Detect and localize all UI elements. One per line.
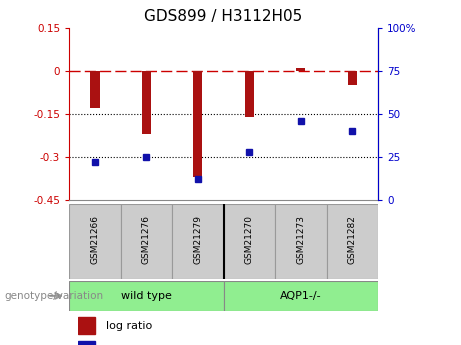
Text: wild type: wild type (121, 291, 172, 301)
Bar (224, 281, 378, 310)
Text: GSM21266: GSM21266 (90, 216, 100, 265)
Bar (224, 204, 275, 279)
Bar (348, 71, 357, 85)
Text: GSM21276: GSM21276 (142, 216, 151, 265)
Bar (121, 204, 172, 279)
Text: genotype/variation: genotype/variation (5, 291, 104, 301)
Bar (69, 281, 224, 310)
Text: AQP1-/-: AQP1-/- (280, 291, 322, 301)
Bar (245, 71, 254, 117)
Bar (90, 71, 100, 108)
Text: GSM21273: GSM21273 (296, 216, 305, 265)
Bar (296, 68, 306, 71)
Bar (69, 204, 121, 279)
Bar (172, 204, 224, 279)
Bar (193, 71, 202, 177)
Text: GSM21279: GSM21279 (193, 216, 202, 265)
Text: log ratio: log ratio (106, 321, 153, 331)
Bar (142, 71, 151, 134)
Bar (78, 317, 95, 334)
Bar (275, 204, 326, 279)
Bar (326, 204, 378, 279)
Text: GSM21282: GSM21282 (348, 216, 357, 264)
Bar (78, 342, 95, 345)
Text: GSM21270: GSM21270 (245, 216, 254, 265)
Title: GDS899 / H3112H05: GDS899 / H3112H05 (144, 9, 303, 24)
